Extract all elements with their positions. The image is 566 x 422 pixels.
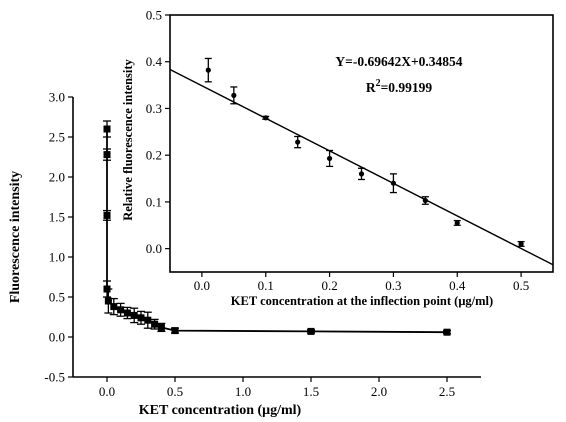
inset-y-tick-label: 0.2 — [146, 148, 162, 163]
main-y-tick-label: 2.5 — [49, 130, 65, 145]
inset-x-tick-label: 0.0 — [194, 278, 210, 293]
main-data-point — [443, 328, 451, 336]
main-data-point — [103, 285, 111, 293]
inset-x-tick-label: 0.2 — [321, 278, 337, 293]
inset-y-ticks: 0.0 0.1 0.2 0.3 0.4 0.5 — [146, 8, 170, 256]
main-data-point — [307, 327, 315, 335]
inset-y-axis-title: Relative fluorescence intensity — [121, 58, 135, 220]
inset-background — [143, 11, 558, 273]
fit-equation: Y=-0.69642X+0.34854 — [335, 54, 462, 69]
main-y-tick-label: 0.5 — [49, 290, 65, 305]
inset-x-axis-title: KET concentration at the inflection poin… — [231, 294, 493, 308]
inset-data-point — [518, 241, 524, 247]
inset-data-point — [454, 220, 460, 226]
main-data-point — [151, 320, 159, 328]
r2-value: =0.99199 — [381, 80, 433, 95]
inset-data-point — [390, 180, 397, 186]
fit-r-squared: R2=0.99199 — [366, 78, 433, 95]
main-markers — [103, 125, 451, 336]
inset-x-tick-label: 0.1 — [258, 278, 274, 293]
r2-label: R — [366, 80, 376, 95]
inset-data-point — [295, 139, 301, 145]
main-y-tick-label: 3.0 — [49, 90, 65, 105]
main-x-ticks: 0.0 0.5 1.0 1.5 2.0 2.5 — [99, 377, 455, 399]
main-x-tick-label: 0.0 — [99, 384, 115, 399]
main-x-tick-label: 2.0 — [371, 384, 387, 399]
main-data-point — [117, 306, 125, 314]
inset-y-tick-label: 0.0 — [146, 241, 162, 256]
main-data-point — [104, 297, 112, 305]
main-data-point — [123, 309, 131, 317]
inset-x-tick-label: 0.3 — [385, 278, 401, 293]
main-x-tick-label: 0.5 — [167, 384, 183, 399]
inset-x-tick-label: 0.5 — [513, 278, 529, 293]
inset-data-point — [358, 171, 365, 177]
main-data-point — [110, 303, 118, 311]
inset-frame — [169, 14, 554, 273]
main-y-ticks: -0.5 0.0 0.5 1.0 1.5 2.0 2.5 3.0 — [44, 90, 73, 385]
r2-exponent: 2 — [376, 78, 381, 89]
main-data-point — [144, 316, 152, 324]
main-y-tick-label: -0.5 — [44, 370, 65, 385]
main-data-point — [137, 314, 145, 322]
main-data-point — [103, 151, 111, 159]
main-data-point — [171, 327, 179, 335]
inset-x-ticks: 0.0 0.1 0.2 0.3 0.4 0.5 — [194, 272, 529, 293]
inset-y-tick-label: 0.3 — [146, 101, 162, 116]
inset-x-tick-label: 0.4 — [449, 278, 466, 293]
main-y-tick-label: 0.0 — [49, 330, 65, 345]
main-chart: 0.0 0.5 1.0 1.5 2.0 2.5 -0.5 0.0 0.5 1.0 1.5 2.0 2.… — [8, 90, 481, 418]
main-data-point — [103, 211, 111, 219]
inset-chart: 0.0 0.1 0.2 0.3 0.4 0.5 0.0 0.1 0.2 0.3 0.4 0.5 KE… — [121, 8, 558, 308]
main-x-tick-label: 1.0 — [235, 384, 251, 399]
inset-data-point — [263, 115, 269, 121]
inset-data-point — [231, 92, 237, 98]
inset-data-point — [326, 155, 333, 162]
main-x-tick-label: 2.5 — [439, 384, 455, 399]
main-y-axis-title: Fluorescence intensity — [8, 171, 23, 303]
main-y-tick-label: 1.0 — [49, 250, 65, 265]
main-y-tick-label: 1.5 — [49, 210, 65, 225]
main-data-point — [157, 323, 165, 331]
inset-y-tick-label: 0.4 — [146, 54, 163, 69]
inset-y-tick-label: 0.1 — [146, 194, 162, 209]
main-data-point — [130, 311, 138, 319]
main-y-tick-label: 2.0 — [49, 170, 65, 185]
inset-data-point — [205, 67, 211, 73]
inset-markers — [205, 67, 524, 247]
inset-data-point — [422, 197, 428, 204]
inset-y-tick-label: 0.5 — [146, 8, 162, 23]
main-data-point — [103, 125, 111, 133]
main-x-axis-title: KET concentration (μg/ml) — [139, 403, 302, 418]
main-x-tick-label: 1.5 — [303, 384, 319, 399]
